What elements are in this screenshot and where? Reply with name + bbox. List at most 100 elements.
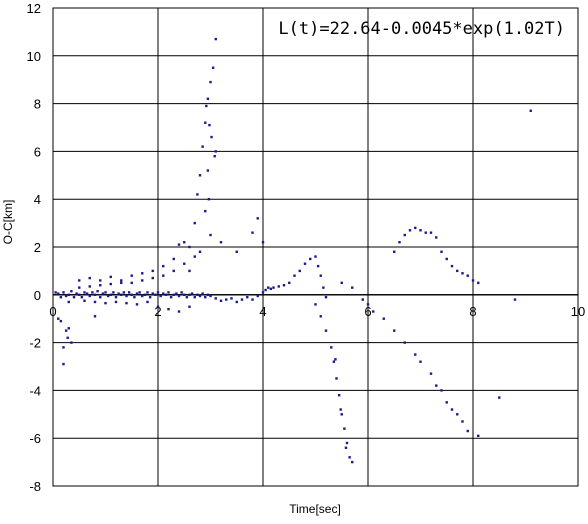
data-point: [225, 298, 228, 301]
data-point: [78, 293, 81, 296]
data-point: [183, 293, 186, 296]
data-point: [403, 341, 406, 344]
data-point: [206, 293, 210, 296]
data-point: [180, 291, 183, 294]
data-point: [169, 295, 173, 299]
data-point: [154, 293, 157, 296]
data-point: [193, 295, 196, 299]
data-point: [207, 198, 211, 201]
data-point: [72, 295, 76, 299]
data-point: [193, 221, 196, 225]
data-point: [219, 241, 223, 244]
data-point: [314, 255, 317, 258]
data-point: [183, 241, 186, 244]
data-point: [340, 281, 343, 285]
data-point: [272, 286, 275, 289]
data-point: [198, 250, 202, 253]
data-point: [78, 279, 81, 282]
gridlines: [53, 8, 578, 486]
data-point: [235, 300, 238, 304]
y-tick-label: -4: [29, 383, 41, 398]
data-point: [62, 346, 65, 349]
data-point: [440, 250, 443, 253]
data-point: [83, 291, 86, 294]
data-point: [366, 303, 370, 306]
data-point: [471, 279, 475, 282]
x-tick-label: 10: [571, 304, 585, 319]
data-point: [99, 279, 102, 282]
data-points: [54, 37, 532, 464]
data-point: [319, 274, 322, 277]
data-point: [322, 286, 325, 289]
data-point: [146, 291, 149, 294]
data-point: [282, 284, 286, 287]
data-point: [408, 229, 412, 232]
data-point: [424, 231, 427, 234]
data-point: [209, 294, 212, 298]
y-tick-label: -8: [29, 479, 41, 494]
data-point: [264, 288, 267, 292]
data-point: [256, 217, 259, 220]
data-point: [130, 274, 133, 277]
data-point: [398, 241, 401, 244]
data-point: [138, 291, 141, 294]
data-point: [201, 145, 204, 148]
y-tick-labels: -8 -6 -4 -2 0 2 4 6 8 10 12: [27, 1, 41, 494]
data-point: [67, 300, 70, 304]
data-point: [435, 236, 438, 239]
data-point: [109, 282, 112, 286]
data-point: [251, 231, 254, 234]
data-point: [85, 292, 89, 295]
y-tick-label: 6: [34, 144, 41, 159]
data-point: [135, 292, 139, 295]
x-tick-labels: 0 2 4 6 8 10: [49, 304, 585, 319]
data-point: [213, 154, 216, 158]
data-point: [127, 291, 131, 294]
data-point: [188, 269, 191, 273]
data-point: [162, 292, 165, 295]
data-point: [201, 292, 204, 295]
data-point: [450, 264, 454, 268]
data-point: [185, 295, 189, 299]
data-point: [75, 292, 78, 295]
data-point: [198, 294, 202, 298]
data-point: [314, 303, 317, 306]
data-point: [456, 269, 459, 273]
data-point: [214, 150, 217, 153]
data-point: [112, 291, 115, 294]
data-point: [54, 291, 57, 294]
data-point: [159, 294, 162, 298]
data-point: [83, 299, 86, 302]
data-point: [348, 456, 351, 459]
y-tick-label: -6: [29, 431, 41, 446]
data-point: [88, 285, 91, 288]
data-point: [151, 292, 154, 295]
data-point: [148, 295, 152, 299]
data-point: [435, 384, 438, 387]
data-point: [188, 245, 191, 249]
data-point: [151, 269, 154, 273]
y-tick-label: -2: [29, 336, 41, 351]
data-point: [172, 293, 175, 296]
data-point: [251, 298, 254, 301]
data-point: [343, 427, 346, 430]
data-point: [151, 276, 154, 280]
data-point: [120, 279, 123, 282]
y-tick-label: 0: [34, 288, 41, 303]
data-point: [57, 292, 60, 295]
data-point: [130, 293, 133, 296]
data-point: [419, 360, 422, 363]
data-point: [80, 295, 84, 299]
data-point: [162, 274, 165, 277]
data-point: [172, 269, 175, 273]
data-point: [261, 241, 265, 244]
data-point: [330, 346, 333, 349]
data-point: [64, 294, 68, 298]
data-point: [70, 341, 73, 344]
data-point: [78, 286, 81, 289]
data-point: [334, 358, 337, 361]
data-point: [293, 274, 296, 277]
data-point: [429, 372, 433, 375]
data-point: [345, 441, 349, 445]
